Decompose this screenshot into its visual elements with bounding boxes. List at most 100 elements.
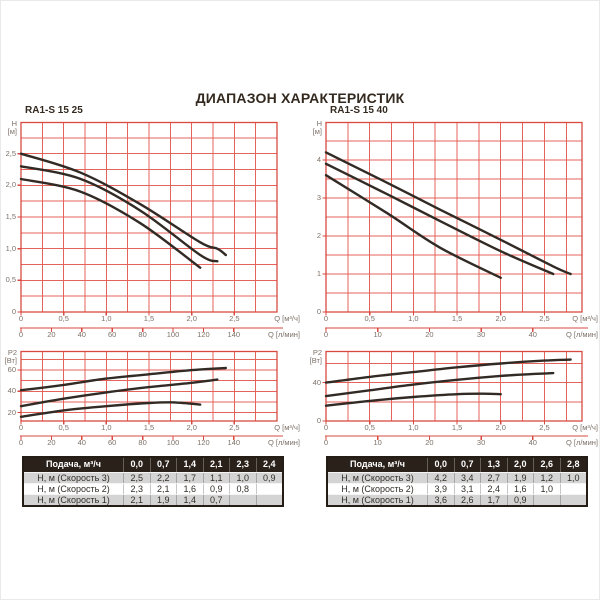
- y-axis-unit: [м]: [7, 127, 17, 136]
- x2-axis-unit-label: Q [л/мин]: [565, 438, 598, 447]
- x-axis-unit-label: Q [м³/ч]: [274, 423, 300, 432]
- head-value-cell: 1,6: [176, 484, 203, 494]
- head-value-cell: [559, 495, 587, 505]
- y-tick-label: 3: [316, 193, 321, 202]
- curve-speed-1: [19, 177, 202, 269]
- head-value-cell: 0,7: [202, 495, 230, 505]
- x2-tick-label: 20: [47, 438, 56, 447]
- flow-value-header-cell: 2,1: [202, 458, 230, 472]
- x-tick-label: 2,5: [229, 423, 240, 432]
- y-tick-label: 1: [316, 269, 321, 278]
- flow-header-cell: Подача, м³/ч: [46, 459, 101, 469]
- speed-row-label: Н, м (Скорость 3): [341, 473, 414, 483]
- x2-tick-label: 0: [323, 330, 329, 339]
- p2-q-plot-svg: [322, 350, 583, 425]
- x2-tick-label: 30: [476, 438, 486, 447]
- head-value-cell: [533, 495, 560, 505]
- y-tick-label: 1,0: [5, 243, 16, 253]
- y-axis-unit: [Вт]: [4, 356, 17, 365]
- speed-row-label: Н, м (Скорость 2): [37, 484, 110, 494]
- flow-axis-lpm: [325, 435, 588, 440]
- head-value-cell: 2,6: [453, 495, 481, 505]
- x2-tick-label: 20: [47, 330, 56, 339]
- y-tick-label: 4: [316, 155, 321, 164]
- table-row: Н, м (Скорость 3) 4,2 3,4 2,7 1,9 1,2 1,0: [328, 472, 586, 483]
- head-value-cell: 1,6: [506, 484, 534, 494]
- curve-speed-3: [324, 358, 572, 384]
- y-axis-unit: [м]: [312, 127, 322, 136]
- h-q-plot-svg: [17, 121, 278, 316]
- head-value-cell: 3,1: [453, 484, 481, 494]
- x2-tick-label: 80: [138, 330, 147, 339]
- head-value-cell: 3,4: [453, 473, 481, 483]
- x-tick-label: 2,5: [229, 314, 240, 323]
- x2-tick-label: 0: [18, 330, 24, 339]
- flow-value-header-cell: 2,0: [506, 458, 534, 472]
- x-tick-label: 0,5: [364, 314, 375, 323]
- head-value-cell: 2,4: [480, 484, 507, 494]
- curve-speed-2: [324, 371, 555, 398]
- x-tick-label: 1,5: [143, 314, 155, 323]
- flow-axis-lpm: [20, 327, 283, 332]
- x2-tick-label: 60: [108, 438, 117, 447]
- flow-value-header-cell: 2,8: [559, 458, 587, 472]
- head-value-cell: [229, 495, 256, 505]
- flow-value-header-cell: 2,3: [229, 458, 256, 472]
- flow-header-cell: Подача, м³/ч: [350, 459, 405, 469]
- head-value-cell: 1,9: [506, 473, 534, 483]
- table-row: Н, м (Скорость 1) 3,6 2,6 1,7 0,9: [328, 494, 586, 505]
- y-tick-label: 0,5: [5, 275, 16, 285]
- y-tick-label: 0: [11, 307, 16, 316]
- head-value-cell: 1,4: [176, 495, 203, 505]
- x-tick-label: 1,0: [408, 314, 419, 323]
- speed-row-label: Н, м (Скорость 3): [37, 473, 110, 483]
- x2-tick-label: 140: [227, 438, 241, 447]
- head-value-cell: 1,2: [533, 473, 560, 483]
- x2-tick-label: 100: [166, 438, 180, 447]
- y-axis-quantity: P2: [312, 348, 322, 357]
- model-label: RA1-S 15 25: [25, 105, 83, 116]
- flow-value-header-cell: 1,3: [480, 458, 507, 472]
- y-tick-label: 2: [316, 231, 321, 240]
- curve-speed-2: [19, 378, 219, 408]
- flow-axis-lpm: [325, 327, 588, 332]
- y-axis-quantity: P2: [7, 348, 17, 357]
- plot-border: [20, 350, 278, 422]
- x-tick-label: 0: [323, 314, 329, 323]
- x2-tick-label: 120: [197, 330, 210, 339]
- x2-tick-label: 20: [425, 438, 434, 447]
- head-value-cell: 1,7: [176, 473, 203, 483]
- table-row: Н, м (Скорость 2) 3,9 3,1 2,4 1,6 1,0: [328, 483, 586, 494]
- x-tick-label: 2,0: [186, 314, 197, 323]
- head-value-cell: 3,6: [427, 495, 454, 505]
- flow-value-header-cell: 2,4: [255, 458, 283, 472]
- x2-tick-label: 80: [138, 438, 147, 447]
- axis-tick-marks: [322, 382, 546, 425]
- head-value-cell: 2,5: [123, 473, 150, 483]
- x2-tick-label: 40: [528, 438, 537, 447]
- y-tick-label: 0: [316, 307, 321, 316]
- pump-performance-table: Подача, м³/ч 0,0 0,7 1,3 2,0 2,6 2,8 Н, м (Скор…: [326, 456, 588, 507]
- x2-tick-label: 140: [227, 330, 241, 339]
- y-axis-name: H [м]: [0, 120, 17, 136]
- x-tick-label: 1,0: [101, 423, 112, 432]
- head-value-cell: 4,2: [427, 473, 454, 483]
- pump-performance-table: Подача, м³/ч 0,0 0,7 1,4 2,1 2,3 2,4 Н, м (Скор…: [22, 456, 284, 507]
- head-value-cell: 0,8: [229, 484, 256, 494]
- x-tick-label: 2,5: [539, 423, 550, 432]
- y-axis-quantity: H: [11, 119, 17, 128]
- page-title: ДИАПАЗОН ХАРАКТЕРИСТИК: [195, 90, 405, 106]
- x2-tick-label: 40: [77, 438, 86, 447]
- y-axis-unit: [Вт]: [309, 356, 322, 365]
- grid-lines: [326, 122, 582, 312]
- x2-tick-label: 40: [77, 330, 86, 339]
- x-tick-label: 2,0: [186, 423, 197, 432]
- head-value-cell: 1,9: [149, 495, 177, 505]
- x-tick-label: 1,0: [408, 423, 419, 432]
- curve-speed-2: [324, 162, 555, 276]
- head-value-cell: 1,0: [229, 473, 256, 483]
- curve-speed-1: [19, 401, 202, 418]
- y-tick-label: 2,0: [5, 180, 16, 190]
- head-value-cell: 0,9: [255, 473, 283, 483]
- x2-tick-label: 10: [373, 438, 382, 447]
